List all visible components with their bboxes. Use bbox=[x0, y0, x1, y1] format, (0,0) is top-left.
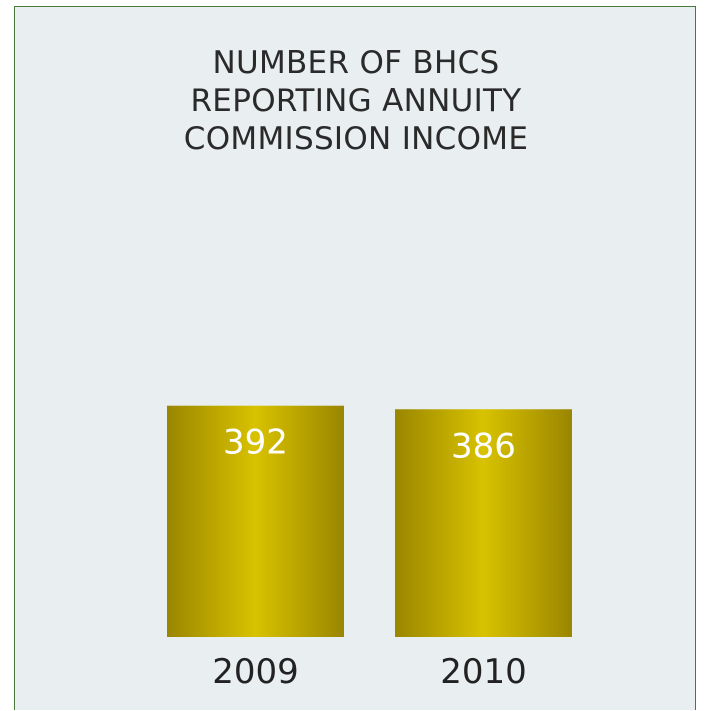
bar-2009 bbox=[167, 405, 344, 637]
chart-title-line-1: NUMBER OF BHCS bbox=[212, 45, 500, 81]
chart-title-line-2: REPORTING ANNUITY bbox=[190, 82, 522, 119]
bar-chart: 392 2009 386 2010 bbox=[167, 405, 572, 692]
chart-title: NUMBER OF BHCS REPORTING ANNUITY COMMISS… bbox=[15, 45, 697, 158]
chart-panel: NUMBER OF BHCS REPORTING ANNUITY COMMISS… bbox=[14, 6, 696, 710]
bars-layer: 392 2009 386 2010 bbox=[167, 405, 572, 692]
category-label-2009: 2009 bbox=[212, 652, 299, 692]
category-label-2010: 2010 bbox=[440, 652, 527, 692]
bar-2010 bbox=[395, 409, 572, 637]
data-label-2009: 392 bbox=[223, 423, 288, 463]
chart-title-line-3: COMMISSION INCOME bbox=[183, 120, 529, 157]
data-label-2010: 386 bbox=[451, 426, 516, 466]
